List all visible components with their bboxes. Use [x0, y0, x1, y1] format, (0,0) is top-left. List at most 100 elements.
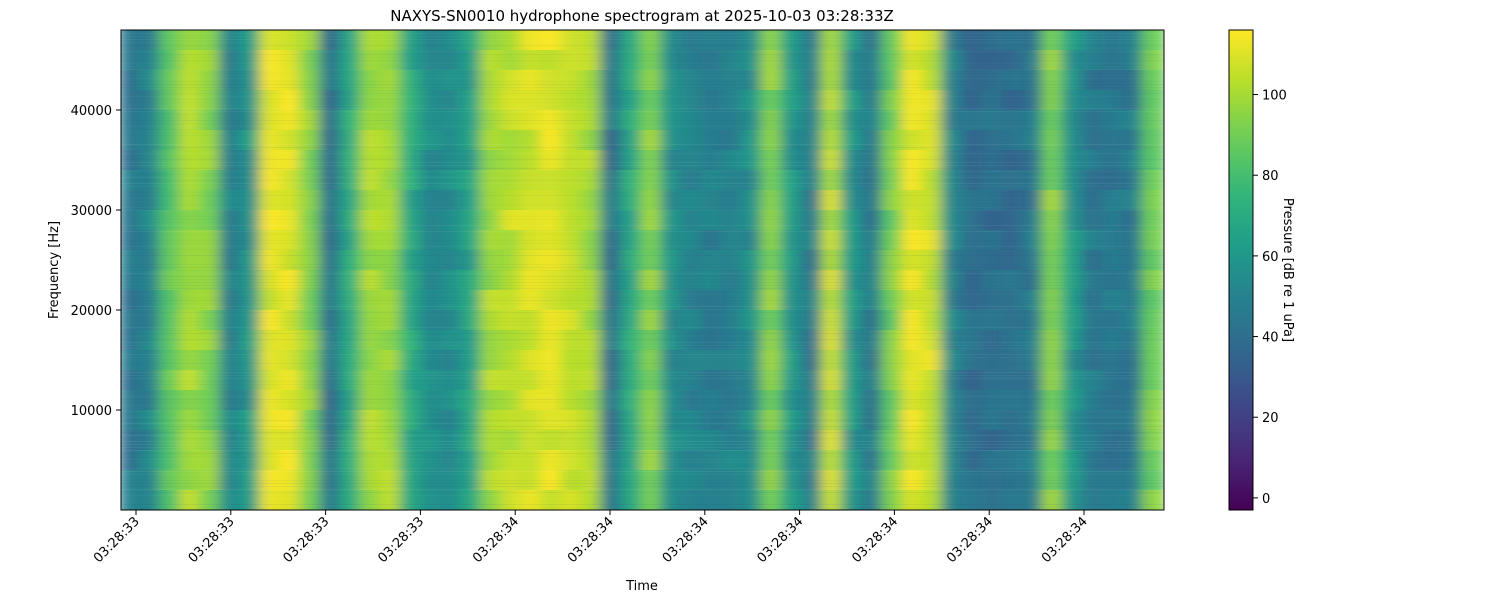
spectrogram-cell — [801, 450, 826, 471]
spectrogram-cell — [1101, 270, 1126, 291]
spectrogram-cell — [881, 90, 906, 111]
spectrogram-cell — [740, 250, 765, 271]
spectrogram-cell — [1081, 90, 1106, 111]
spectrogram-cell — [1061, 70, 1086, 91]
spectrogram-cell — [419, 190, 444, 211]
spectrogram-cell — [881, 110, 906, 131]
spectrogram-cell — [359, 370, 384, 391]
spectrogram-cell — [580, 170, 605, 191]
texture-line — [121, 357, 1164, 358]
spectrogram-cell — [941, 490, 966, 510]
texture-line — [121, 378, 1164, 379]
spectrogram-cell — [419, 90, 444, 111]
spectrogram-cell — [600, 30, 625, 51]
spectrogram-cell — [279, 30, 304, 51]
spectrogram-cell — [780, 310, 805, 331]
texture-line — [121, 315, 1164, 316]
spectrogram-cell — [359, 270, 384, 291]
spectrogram-cell — [680, 370, 705, 391]
spectrogram-cell — [620, 430, 645, 451]
spectrogram-cell — [139, 370, 164, 391]
spectrogram-cell — [399, 150, 424, 171]
spectrogram-cell — [1001, 490, 1026, 510]
texture-line — [121, 366, 1164, 367]
spectrogram-cell — [901, 70, 926, 91]
spectrogram-cell — [239, 430, 264, 451]
spectrogram-cell — [339, 430, 364, 451]
spectrogram-cell — [680, 30, 705, 51]
spectrogram-cell — [560, 130, 585, 151]
spectrogram-cell — [660, 130, 685, 151]
spectrogram-cell — [700, 290, 725, 311]
spectrogram-cell — [460, 210, 485, 231]
spectrogram-cell — [660, 190, 685, 211]
spectrogram-cell — [339, 270, 364, 291]
texture-line — [121, 348, 1164, 349]
spectrogram-cell — [740, 350, 765, 371]
spectrogram-cell — [259, 70, 284, 91]
colorbar — [1228, 29, 1254, 511]
texture-line — [121, 279, 1164, 280]
spectrogram-cell — [680, 490, 705, 510]
spectrogram-cell — [821, 270, 846, 291]
spectrogram-cell — [121, 330, 144, 351]
spectrogram-cell — [239, 90, 264, 111]
texture-line — [121, 438, 1164, 439]
spectrogram-cell — [121, 310, 144, 331]
spectrogram-cell — [139, 190, 164, 211]
spectrogram-cell — [1081, 290, 1106, 311]
spectrogram-cell — [740, 50, 765, 71]
spectrogram-cell — [600, 190, 625, 211]
spectrogram-cell — [520, 250, 545, 271]
spectrogram-cell — [901, 170, 926, 191]
spectrogram-cell — [580, 110, 605, 131]
spectrogram-cell — [219, 250, 244, 271]
spectrogram-cell — [921, 170, 946, 191]
spectrogram-cell — [700, 50, 725, 71]
texture-line — [121, 282, 1164, 283]
texture-line — [121, 267, 1164, 268]
spectrogram-cell — [299, 290, 324, 311]
spectrogram-cell — [1041, 470, 1066, 491]
spectrogram-cell — [540, 190, 565, 211]
spectrogram-cell — [921, 130, 946, 151]
spectrogram-cell — [801, 90, 826, 111]
spectrogram-cell — [379, 330, 404, 351]
spectrogram-cell — [359, 70, 384, 91]
spectrogram-cell — [861, 370, 886, 391]
texture-line — [121, 318, 1164, 319]
spectrogram-cell — [139, 130, 164, 151]
spectrogram-cell — [439, 130, 464, 151]
spectrogram-cell — [121, 110, 144, 131]
spectrogram-cell — [179, 230, 204, 251]
texture-line — [121, 147, 1164, 148]
spectrogram-cell — [540, 170, 565, 191]
spectrogram-cell — [399, 70, 424, 91]
spectrogram-cell — [319, 50, 344, 71]
spectrogram-cell — [259, 50, 284, 71]
colorbar-tick-label: 40 — [1262, 331, 1279, 346]
spectrogram-cell — [780, 50, 805, 71]
spectrogram-cell — [560, 290, 585, 311]
spectrogram-cell — [359, 310, 384, 331]
texture-line — [121, 387, 1164, 388]
spectrogram-cell — [199, 410, 224, 431]
spectrogram-cell — [680, 470, 705, 491]
spectrogram-cell — [239, 310, 264, 331]
spectrogram-cell — [700, 490, 725, 510]
texture-line — [121, 171, 1164, 172]
spectrogram-cell — [1081, 430, 1106, 451]
spectrogram-cell — [379, 30, 404, 51]
spectrogram-cell — [419, 230, 444, 251]
spectrogram-cell — [339, 150, 364, 171]
spectrogram-cell — [1121, 410, 1146, 431]
spectrogram-cell — [700, 390, 725, 411]
spectrogram-cell — [159, 330, 184, 351]
spectrogram-cell — [801, 50, 826, 71]
spectrogram-cell — [580, 210, 605, 231]
spectrogram-cell — [640, 490, 665, 510]
spectrogram-cell — [1121, 490, 1146, 510]
spectrogram-cell — [121, 50, 144, 71]
spectrogram-cell — [319, 110, 344, 131]
texture-line — [121, 474, 1164, 475]
